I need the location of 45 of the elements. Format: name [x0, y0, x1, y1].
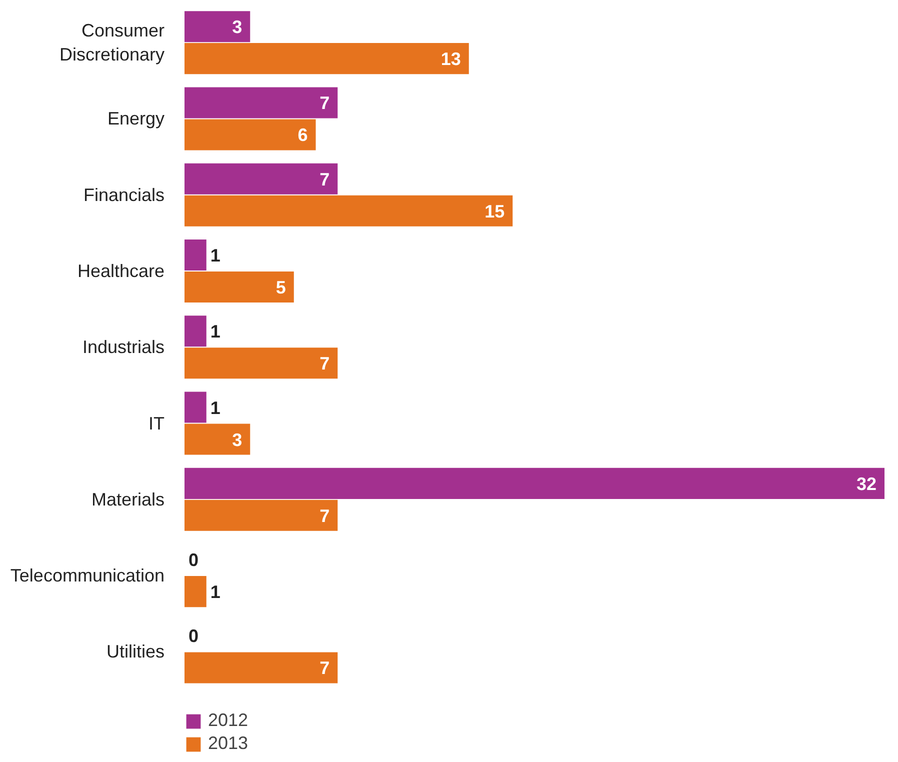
data-label: 1 [210, 246, 220, 266]
data-label: 7 [320, 93, 330, 114]
bar [184, 424, 250, 455]
y-tick-label: IT [148, 413, 165, 434]
y-tick-label: Industrials [82, 337, 165, 358]
bar [184, 43, 469, 74]
bar [184, 316, 206, 347]
bar [184, 468, 884, 499]
data-label: 5 [276, 277, 286, 298]
bar [184, 11, 250, 42]
y-tick-label: Utilities [106, 642, 165, 662]
bar [184, 239, 206, 271]
data-label: 0 [188, 550, 199, 570]
y-tick-label: Energy [107, 108, 165, 129]
data-label: 6 [298, 125, 308, 146]
data-label: 15 [484, 201, 505, 222]
bar [184, 500, 338, 531]
bar [184, 652, 338, 684]
bar [184, 195, 513, 226]
y-tick-label: Financials [83, 184, 165, 205]
data-label: 7 [320, 506, 330, 526]
bar [184, 271, 294, 302]
bar [184, 163, 338, 194]
data-label: 3 [232, 17, 242, 38]
y-tick-label: Consumer Discretionary [59, 20, 165, 65]
bar [184, 576, 206, 608]
data-label: 13 [440, 49, 461, 70]
y-tick-label: Telecommunication [10, 566, 165, 586]
bar [184, 392, 206, 423]
data-label: 1 [210, 582, 220, 602]
data-label: 0 [188, 626, 199, 646]
data-label: 7 [320, 169, 330, 190]
bar [184, 348, 338, 379]
data-label: 1 [210, 322, 220, 342]
data-label: 7 [320, 658, 330, 678]
data-label: 7 [320, 354, 330, 374]
legend-label: 2012 [208, 710, 248, 731]
bar [184, 119, 316, 150]
legend-label: 2013 [208, 733, 248, 754]
data-label: 32 [856, 474, 877, 494]
y-tick-label: Materials [91, 489, 165, 510]
bar [184, 87, 338, 118]
y-tick-label: Healthcare [77, 260, 164, 281]
data-label: 1 [210, 398, 220, 418]
data-label: 3 [232, 430, 242, 450]
